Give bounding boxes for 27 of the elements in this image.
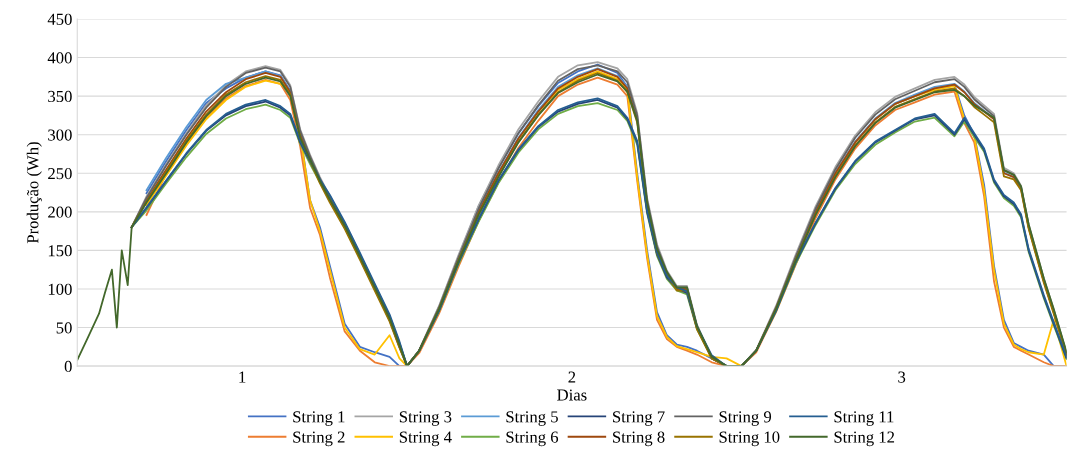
y-tick-label: 200	[48, 206, 72, 218]
y-tick-label: 0	[64, 360, 72, 373]
legend-label: String 3	[399, 411, 452, 426]
x-tick-label: 2	[568, 371, 576, 383]
x-axis-title: Dias	[557, 389, 587, 401]
legend-label: String 12	[834, 431, 895, 447]
legend-label: String 6	[506, 431, 559, 447]
legend-label: String 7	[613, 411, 665, 426]
legend-label: String 1	[293, 411, 345, 426]
legend-label: String 2	[293, 431, 345, 447]
y-axis-title: Produção (Wh)	[26, 142, 42, 244]
y-tick-label: 400	[47, 52, 72, 64]
y-tick-label: 50	[56, 322, 72, 334]
y-tick-label: 350	[48, 90, 72, 103]
x-tick-label: 1	[239, 371, 246, 383]
legend-label: String 4	[399, 431, 452, 447]
x-tick-label: 3	[898, 371, 906, 383]
y-tick-label: 150	[48, 245, 72, 257]
y-tick-label: 300	[48, 129, 72, 141]
y-tick-label: 100	[48, 283, 72, 295]
legend-label: String 9	[719, 411, 772, 426]
y-tick-label: 250	[48, 167, 72, 180]
legend-label: String 11	[834, 411, 894, 426]
legend-label: String 5	[506, 411, 558, 426]
legend-label: String 10	[719, 431, 780, 447]
y-tick-label: 450	[47, 13, 72, 25]
legend-label: String 8	[613, 431, 665, 447]
